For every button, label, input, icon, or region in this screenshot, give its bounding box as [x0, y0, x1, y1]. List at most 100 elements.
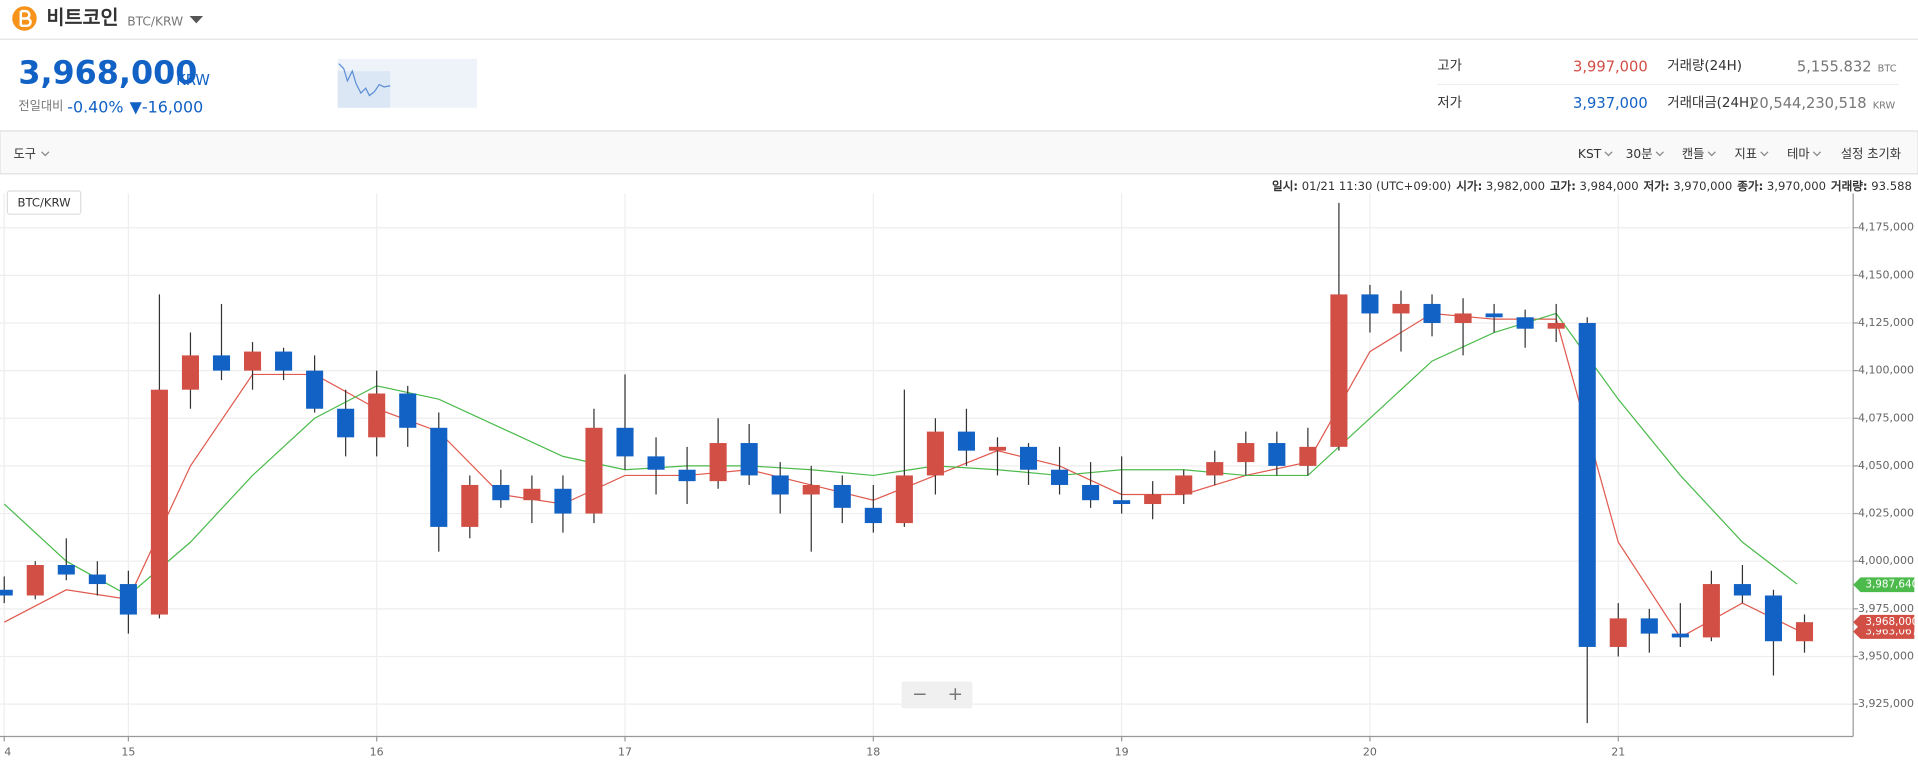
candle-body	[1454, 313, 1472, 323]
candle-body	[1361, 294, 1379, 314]
chevron	[1655, 151, 1664, 157]
volume-unit: BTC	[1878, 64, 1897, 75]
volume-value: 5,155.832	[1797, 58, 1872, 75]
candle-body	[1702, 584, 1720, 638]
trade-value-unit: KRW	[1873, 100, 1896, 111]
x-tick-label: 18	[866, 745, 880, 758]
change-amount: ▼-16,000	[130, 97, 204, 116]
candle-body	[306, 370, 324, 409]
toolbar-item[interactable]: 캔들	[1682, 147, 1704, 161]
candle-body	[0, 589, 13, 596]
zoom-box	[901, 681, 973, 709]
candle-body	[212, 355, 231, 371]
candle-body	[833, 484, 851, 508]
candle-body	[647, 456, 665, 470]
plot-area	[0, 202, 1814, 724]
candle-body	[988, 446, 1007, 451]
y-tick-label: 4,075,000	[1858, 411, 1914, 424]
candle-body	[1019, 446, 1038, 470]
candle-body	[1268, 443, 1286, 466]
candle-body	[1113, 500, 1131, 505]
low-label: 저가	[1437, 95, 1462, 111]
candle-body	[430, 427, 448, 527]
chevron	[1812, 151, 1822, 157]
x-tick-label: 16	[370, 745, 384, 758]
candle-body	[1175, 475, 1193, 495]
toolbar-item[interactable]: 설정 초기화	[1841, 147, 1901, 161]
toolbar-item[interactable]: 지표	[1735, 147, 1757, 161]
info-label: 시가:	[1456, 179, 1482, 193]
info-label: 거래량:	[1831, 179, 1868, 193]
candle-body	[554, 488, 572, 514]
trade-value-label: 거래대금(24H)	[1667, 95, 1754, 111]
x-tick-label: 20	[1363, 745, 1377, 758]
y-tick-label: 4,175,000	[1858, 221, 1914, 234]
candle-body	[1237, 443, 1255, 463]
mini-chart-line	[338, 63, 391, 97]
candle-body	[1609, 618, 1627, 647]
zoom-in[interactable]: +	[948, 684, 963, 705]
candle-body	[957, 431, 975, 451]
tool-menu[interactable]: 도구	[13, 147, 35, 161]
stats: 고가 3,997,000 거래량(24H) 5,155.832 BTC 저가 3…	[1437, 58, 1899, 112]
toolbar-item[interactable]: KST	[1578, 147, 1602, 161]
chevron	[1604, 151, 1613, 157]
candle-body	[26, 565, 44, 596]
price-tag	[1853, 614, 1915, 630]
candle-body	[864, 507, 882, 524]
candle-body	[1423, 303, 1441, 323]
candle-body	[926, 431, 944, 476]
coin-name: 비트코인	[46, 6, 118, 29]
info-label: 종가:	[1737, 179, 1763, 193]
x-tick-label: 19	[1115, 745, 1129, 758]
toolbar-item[interactable]: 30분	[1626, 147, 1653, 161]
info-label: 일시:	[1272, 179, 1298, 193]
high-label: 고가	[1437, 58, 1462, 74]
price-currency: KRW	[176, 72, 210, 89]
current-price: 3,968,000	[18, 55, 197, 92]
chevron	[1760, 151, 1769, 157]
toolbar	[0, 130, 1918, 175]
candle-body	[119, 584, 137, 615]
x-tick-label: 15	[121, 745, 135, 758]
candle-body	[1392, 303, 1410, 314]
candle-body	[399, 393, 417, 428]
candle-body	[1671, 633, 1689, 638]
chart: 3,925,000 3,950,000 3,975,000 4,000,000 4,02…	[0, 193, 1918, 758]
candle-body	[181, 355, 199, 390]
x-tick-label: 21	[1611, 745, 1625, 758]
toolbar-item[interactable]: 테마	[1787, 147, 1809, 161]
candle-body	[895, 475, 913, 524]
info-value: 3,982,000	[1486, 179, 1545, 193]
candle-body	[1578, 322, 1596, 647]
high-value: 3,997,000	[1573, 58, 1648, 75]
candle-body	[1051, 469, 1069, 485]
candle-body	[88, 574, 106, 585]
y-tick-label: 4,100,000	[1858, 364, 1914, 377]
change-rate: -0.40%	[67, 97, 123, 116]
info-value: 93.588	[1871, 179, 1912, 193]
info-value: 3,970,000	[1673, 179, 1732, 193]
y-tick-label: 4,000,000	[1858, 554, 1914, 567]
candle-info: 일시: 01/21 11:30 (UTC+09:00) 시가: 3,982,000 고가…	[1272, 179, 1912, 193]
candle-body	[492, 484, 510, 501]
candle-body	[709, 443, 727, 482]
y-tick-label: 3,975,000	[1858, 602, 1914, 615]
zoom-out[interactable]: −	[912, 684, 927, 705]
candle-body	[150, 389, 168, 615]
candle-body	[1733, 584, 1751, 596]
candle-body	[1764, 595, 1782, 642]
pair-dropdown[interactable]	[189, 16, 204, 24]
candle-body	[57, 565, 75, 575]
candle-body	[275, 351, 293, 371]
candle-body	[1640, 618, 1658, 634]
x-tick-label: 4	[4, 745, 11, 758]
candle-body	[1144, 494, 1162, 505]
candle-body	[802, 484, 820, 495]
coin-pair[interactable]: BTC/KRW	[127, 15, 183, 29]
low-value: 3,937,000	[1573, 95, 1648, 112]
candle-body	[1795, 622, 1814, 642]
candle-body	[1206, 462, 1224, 476]
